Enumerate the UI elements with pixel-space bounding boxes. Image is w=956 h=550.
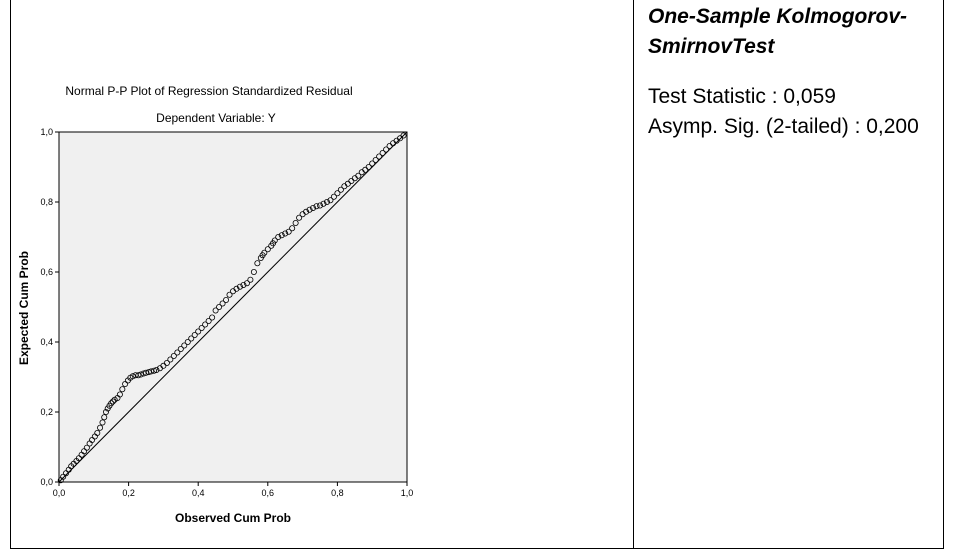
- data-point: [243, 280, 250, 287]
- data-point: [174, 349, 181, 356]
- reference-line: [58, 131, 408, 483]
- data-point: [191, 331, 198, 338]
- data-points: [57, 132, 407, 484]
- data-point: [167, 356, 174, 363]
- chart-subtitle: Dependent Variable: Y: [156, 111, 276, 125]
- data-point: [184, 338, 191, 345]
- data-point: [282, 230, 289, 237]
- data-point: [109, 398, 116, 405]
- data-point: [101, 414, 108, 421]
- data-point: [97, 424, 104, 431]
- data-point: [219, 300, 226, 307]
- column-divider: [633, 0, 634, 549]
- data-point: [369, 160, 376, 167]
- y-axis-label: Expected Cum Prob: [17, 251, 31, 365]
- data-point: [292, 219, 299, 226]
- data-point: [216, 303, 223, 310]
- data-point: [181, 342, 188, 349]
- data-point: [151, 367, 158, 374]
- data-point: [116, 391, 123, 398]
- data-point: [310, 204, 317, 211]
- data-point: [400, 132, 407, 139]
- data-point: [202, 321, 209, 328]
- data-point: [285, 228, 292, 235]
- x-axis-label: Observed Cum Prob: [175, 511, 291, 525]
- data-point: [205, 317, 212, 324]
- test-stats: Test Statistic : 0,059 Asymp. Sig. (2-ta…: [648, 82, 938, 142]
- data-point: [129, 373, 136, 380]
- data-point: [264, 246, 271, 253]
- data-point: [223, 296, 230, 303]
- chart-title: Normal P-P Plot of Regression Standardiz…: [65, 84, 352, 98]
- data-point: [240, 281, 247, 288]
- x-tick-label: 0,2: [122, 488, 135, 498]
- pp-plot-chart: Normal P-P Plot of Regression Standardiz…: [11, 78, 421, 533]
- x-axis-ticks: 0,0 0,2 0,4 0,6 0,8 1,0: [53, 482, 414, 498]
- data-point: [137, 371, 144, 378]
- data-point: [108, 400, 115, 407]
- data-point: [226, 291, 233, 298]
- data-point: [135, 372, 142, 379]
- data-point: [275, 233, 282, 240]
- y-tick-label: 0,8: [40, 197, 53, 207]
- y-tick-label: 0,0: [40, 477, 53, 487]
- data-point: [306, 206, 313, 213]
- data-point: [323, 199, 330, 206]
- data-point: [163, 359, 170, 366]
- y-tick-label: 1,0: [40, 127, 53, 137]
- data-point: [316, 202, 323, 209]
- data-point: [170, 352, 177, 359]
- test-statistic: Test Statistic : 0,059: [648, 85, 836, 108]
- y-tick-label: 0,4: [40, 337, 53, 347]
- data-point: [236, 283, 243, 290]
- data-point: [278, 232, 285, 239]
- data-point: [188, 335, 195, 342]
- data-point: [289, 225, 296, 232]
- data-point: [250, 268, 257, 275]
- data-point: [153, 366, 160, 373]
- data-point: [254, 260, 261, 267]
- data-point: [327, 197, 334, 204]
- data-point: [365, 164, 372, 171]
- data-point: [94, 429, 101, 436]
- data-point: [119, 386, 126, 393]
- test-title: One-Sample Kolmogorov-SmirnovTest: [648, 5, 908, 58]
- data-point: [102, 408, 109, 415]
- y-tick-label: 0,2: [40, 407, 53, 417]
- x-tick-label: 0,0: [53, 488, 66, 498]
- data-point: [212, 307, 219, 314]
- data-point: [209, 314, 216, 321]
- data-point: [271, 237, 278, 244]
- data-point: [337, 186, 344, 193]
- asymp-sig: Asymp. Sig. (2-tailed) : 0,200: [648, 115, 919, 138]
- test-panel: One-Sample Kolmogorov-SmirnovTest Test S…: [648, 2, 938, 142]
- data-point: [83, 444, 90, 451]
- data-point: [99, 419, 106, 426]
- table-frame: [10, 0, 944, 549]
- x-tick-label: 1,0: [401, 488, 414, 498]
- y-axis-ticks: 0,0 0,2 0,4 0,6 0,8 1,0: [40, 127, 59, 487]
- data-point: [383, 146, 390, 153]
- data-point: [372, 157, 379, 164]
- data-point: [313, 203, 320, 210]
- x-tick-label: 0,6: [262, 488, 275, 498]
- y-tick-label: 0,6: [40, 267, 53, 277]
- data-point: [261, 249, 268, 256]
- data-point: [330, 193, 337, 200]
- data-point: [355, 172, 362, 179]
- data-point: [296, 214, 303, 221]
- data-point: [195, 328, 202, 335]
- data-point: [198, 324, 205, 331]
- data-point: [334, 190, 341, 197]
- data-point: [376, 153, 383, 160]
- data-point: [320, 200, 327, 207]
- data-point: [247, 276, 254, 283]
- data-point: [379, 150, 386, 157]
- x-tick-label: 0,8: [331, 488, 344, 498]
- data-point: [177, 345, 184, 352]
- x-tick-label: 0,4: [192, 488, 205, 498]
